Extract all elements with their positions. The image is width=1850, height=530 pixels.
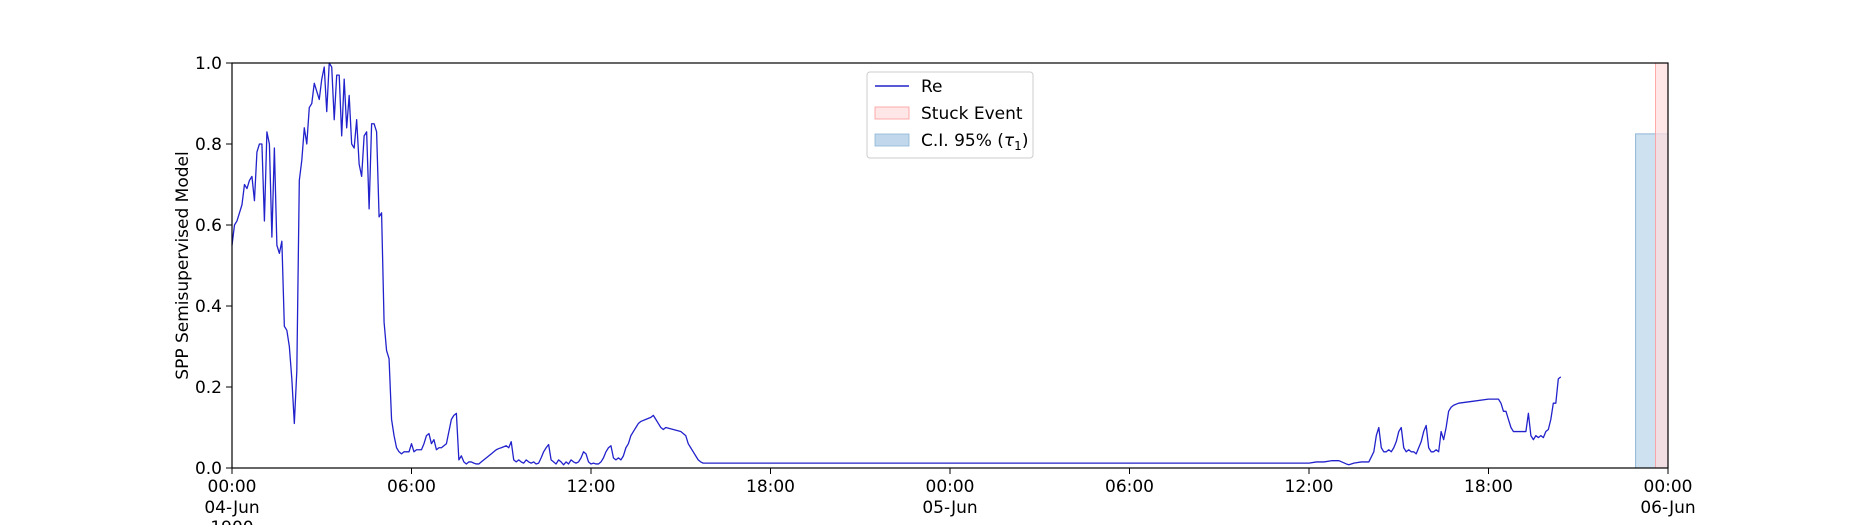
y-axis: 0.0 0.2 0.4 0.6 0.8 1.0 — [195, 54, 232, 479]
y-tick-label: 0.4 — [195, 297, 222, 317]
y-tick-label: 1.0 — [195, 54, 222, 74]
y-tick-label: 0.6 — [195, 216, 222, 236]
y-tick-label: 0.8 — [195, 135, 222, 155]
y-tick-label: 0.2 — [195, 378, 222, 398]
x-tick-label: 00:00 — [1644, 477, 1693, 497]
y-tick-label: 0.0 — [195, 459, 222, 479]
legend-swatch-stuck-event — [874, 106, 910, 120]
x-tick-label: 00:00 — [926, 477, 975, 497]
x-tick-sublabel: 06-Jun — [1640, 498, 1695, 518]
legend-label: Stuck Event — [921, 104, 1023, 124]
x-tick-label: 12:00 — [567, 477, 616, 497]
x-tick-label: 00:00 — [208, 477, 257, 497]
x-tick-sublabel: 04-Jun — [204, 498, 259, 518]
legend-label: Re — [921, 77, 943, 97]
x-tick-label: 18:00 — [746, 477, 795, 497]
x-tick-label: 06:00 — [387, 477, 436, 497]
legend: Re Stuck Event C.I. 95% (τ1) — [866, 71, 1034, 159]
series-layer — [231, 62, 1562, 466]
series-line-re — [231, 62, 1562, 466]
x-tick-sublabel: 05-Jun — [922, 498, 977, 518]
y-axis-label: SPP Semisupervised Model — [173, 151, 193, 379]
legend-label: C.I. 95% (τ1) — [921, 131, 1028, 153]
legend-label-subscript: 1 — [1014, 139, 1022, 153]
x-tick-label: 18:00 — [1464, 477, 1513, 497]
legend-label-symbol: τ — [1004, 131, 1015, 151]
legend-label-tail: ) — [1022, 131, 1029, 151]
x-tick-label: 12:00 — [1285, 477, 1334, 497]
x-tick-year: 1900 — [210, 518, 253, 525]
legend-swatch-confidence-interval — [874, 133, 910, 147]
x-tick-label: 06:00 — [1105, 477, 1154, 497]
stuck-event-span — [1655, 62, 1669, 469]
x-axis: 00:0004-Jun190006:0012:0018:0000:0005-Ju… — [204, 468, 1696, 530]
